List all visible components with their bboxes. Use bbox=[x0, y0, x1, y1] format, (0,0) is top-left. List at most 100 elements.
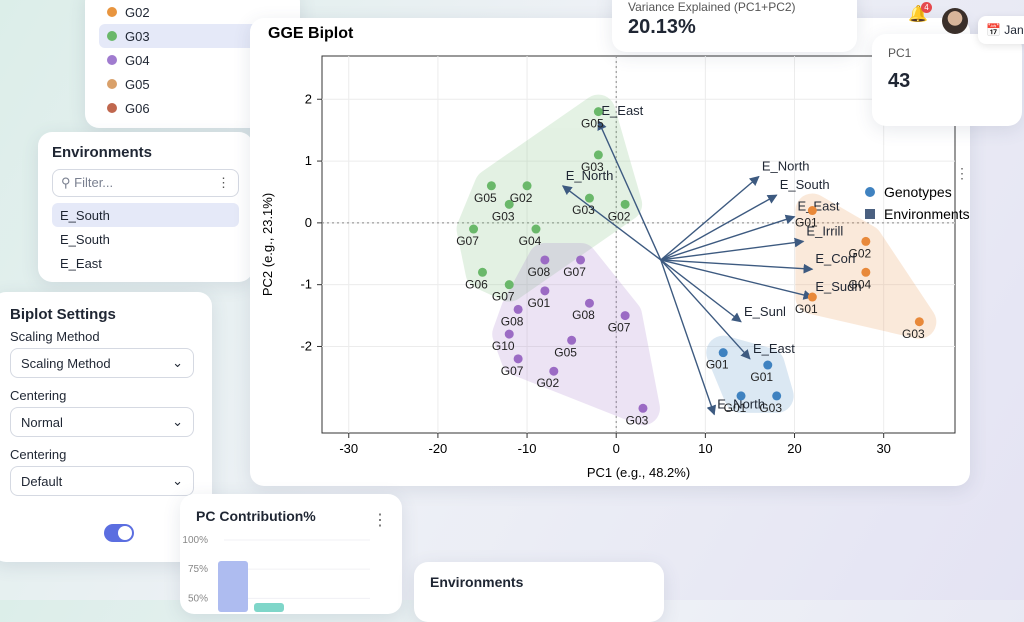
y-tick-label: -2 bbox=[300, 338, 312, 353]
genotype-label: G04 bbox=[125, 52, 150, 68]
x-tick-label: 0 bbox=[613, 441, 620, 456]
genotype-label: G05 bbox=[554, 345, 577, 359]
kpi-value: 20.13% bbox=[628, 16, 696, 38]
date-picker[interactable]: 📅 Jan 2024 bbox=[978, 16, 1024, 44]
settings-card: Biplot Settings Scaling Method Scaling Me… bbox=[0, 292, 212, 562]
genotype-item[interactable]: G06 bbox=[99, 96, 286, 120]
genotype-item[interactable]: G04 bbox=[99, 48, 286, 72]
environment-label: E_East bbox=[798, 199, 840, 214]
genotype-label: G10 bbox=[492, 339, 515, 353]
genotype-label: G02 bbox=[510, 191, 533, 205]
genotype-label: G04 bbox=[849, 277, 872, 291]
menu[interactable]: ⋮ bbox=[372, 512, 388, 529]
environment-vector bbox=[660, 194, 778, 261]
y-tick-label: 1 bbox=[305, 153, 312, 168]
environment-label: E_Corf bbox=[815, 251, 856, 266]
genotype-label: G04 bbox=[519, 234, 542, 248]
field-label: Centering bbox=[10, 388, 67, 403]
select[interactable]: Default ⌄ bbox=[10, 466, 194, 496]
genotype-point bbox=[861, 236, 871, 246]
legend-label: Environments bbox=[884, 206, 970, 222]
genotype-label: G02 bbox=[125, 4, 150, 20]
genotype-point bbox=[914, 317, 924, 327]
genotype-label: G03 bbox=[581, 160, 604, 174]
x-axis-label: PC1 (e.g., 48.2%) bbox=[587, 465, 690, 480]
y-tick-label: -1 bbox=[300, 277, 312, 292]
genotype-point bbox=[620, 311, 630, 321]
select-value: Scaling Method bbox=[21, 355, 111, 371]
genotype-label: G06 bbox=[125, 100, 150, 116]
environment-label: E_North bbox=[717, 396, 765, 411]
environment-item[interactable]: E_South bbox=[52, 203, 239, 227]
environment-vector bbox=[660, 259, 814, 274]
genotype-label: G03 bbox=[626, 413, 649, 427]
genotype-point bbox=[522, 181, 532, 191]
genotype-label: G07 bbox=[456, 234, 479, 248]
genotype-label: G01 bbox=[528, 296, 551, 310]
genotype-label: G03 bbox=[759, 401, 782, 415]
select[interactable]: Normal ⌄ bbox=[10, 407, 194, 437]
genotype-point bbox=[469, 224, 479, 234]
genotype-label: G07 bbox=[492, 290, 515, 304]
genotype-point bbox=[531, 224, 541, 234]
avatar[interactable] bbox=[942, 8, 968, 34]
environment-vector bbox=[660, 259, 814, 300]
genotype-point bbox=[504, 199, 514, 209]
environment-item[interactable]: E_East bbox=[60, 255, 102, 271]
environment-vector bbox=[561, 185, 662, 261]
genotype-label: G01 bbox=[724, 401, 747, 415]
chart-title: GGE Biplot bbox=[268, 25, 354, 42]
toggle[interactable] bbox=[104, 524, 134, 542]
environments-card: Environments ⚲ Filter... ⋮ E_South E_South… bbox=[38, 132, 253, 282]
environment-label: E_Irrill bbox=[806, 223, 843, 238]
genotype-label: G01 bbox=[795, 302, 818, 316]
genotype-point bbox=[763, 360, 773, 370]
environment-label: E_East bbox=[601, 103, 643, 118]
genotype-label: G05 bbox=[581, 117, 604, 131]
genotype-item[interactable]: G05 bbox=[99, 72, 286, 96]
genotype-label: G03 bbox=[902, 327, 925, 341]
y-tick-label: 2 bbox=[305, 91, 312, 106]
genotype-point bbox=[807, 206, 817, 216]
card-title: Environments bbox=[430, 574, 524, 590]
kpi-card: Variance Explained (PC1+PC2) 20.13% bbox=[612, 0, 857, 52]
chevron: ⌄ bbox=[172, 355, 183, 370]
chevron: ⌄ bbox=[172, 414, 183, 429]
filter-input[interactable]: ⚲ Filter... ⋮ bbox=[52, 169, 239, 197]
x-tick-label: 30 bbox=[876, 441, 890, 456]
genotype-point bbox=[504, 329, 514, 339]
genotype-label: G05 bbox=[474, 191, 497, 205]
genotype-point bbox=[477, 267, 487, 277]
x-tick-label: -20 bbox=[429, 441, 448, 456]
genotype-label: G03 bbox=[492, 209, 515, 223]
chevron: ⌄ bbox=[172, 473, 183, 488]
plot-frame bbox=[321, 55, 956, 434]
genotype-label: G07 bbox=[608, 321, 631, 335]
contribution-card: PC Contribution% 100% 75% 50% ⋮ bbox=[180, 494, 402, 614]
legend-swatch bbox=[865, 187, 875, 197]
badge: 4 bbox=[921, 2, 932, 13]
environment-vector bbox=[660, 259, 742, 323]
environment-item[interactable]: E_South bbox=[60, 231, 110, 247]
date: Jan 2024 bbox=[1004, 23, 1024, 37]
genotype-dot bbox=[107, 103, 117, 113]
genotype-point bbox=[504, 280, 514, 290]
menu[interactable]: ⋮ bbox=[955, 165, 969, 181]
select[interactable]: Scaling Method ⌄ bbox=[10, 348, 194, 378]
environment-label: E_North bbox=[566, 168, 614, 183]
genotype-point bbox=[486, 181, 496, 191]
y-tick-label: 50% bbox=[188, 593, 208, 604]
contribution-chart: 100% 75% 50% bbox=[182, 535, 370, 612]
kpi-label: Variance Explained (PC1+PC2) bbox=[628, 0, 796, 14]
genotype-point bbox=[718, 348, 728, 358]
genotype-label: G02 bbox=[536, 376, 559, 390]
environment-vector bbox=[597, 119, 662, 261]
legend-label: Genotypes bbox=[884, 184, 952, 200]
genotype-point bbox=[540, 255, 550, 265]
environment-label: E_North bbox=[762, 159, 810, 174]
genotype-point bbox=[807, 292, 817, 302]
legend-swatch bbox=[865, 209, 875, 219]
x-tick-label: -30 bbox=[339, 441, 358, 456]
genotype-item[interactable]: G02 bbox=[99, 0, 286, 24]
genotype-dot bbox=[107, 55, 117, 65]
